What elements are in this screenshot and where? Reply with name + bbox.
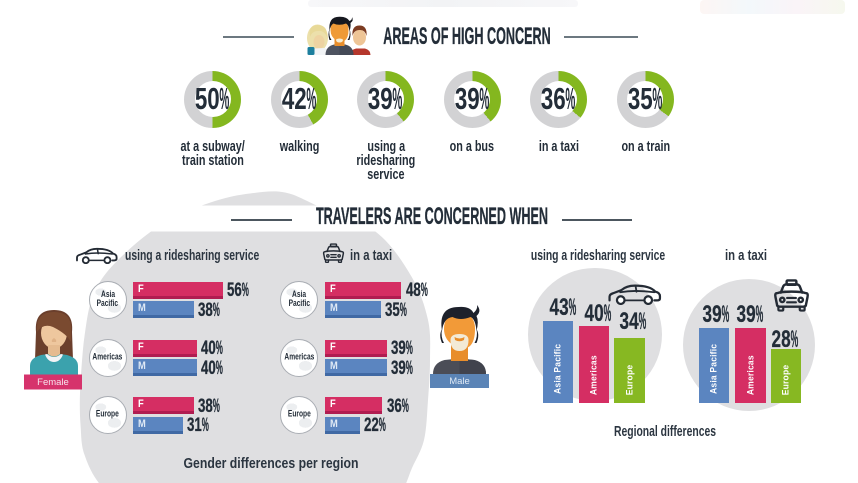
svg-text:Female: Female	[37, 377, 69, 388]
svg-text:Male: Male	[449, 376, 470, 387]
